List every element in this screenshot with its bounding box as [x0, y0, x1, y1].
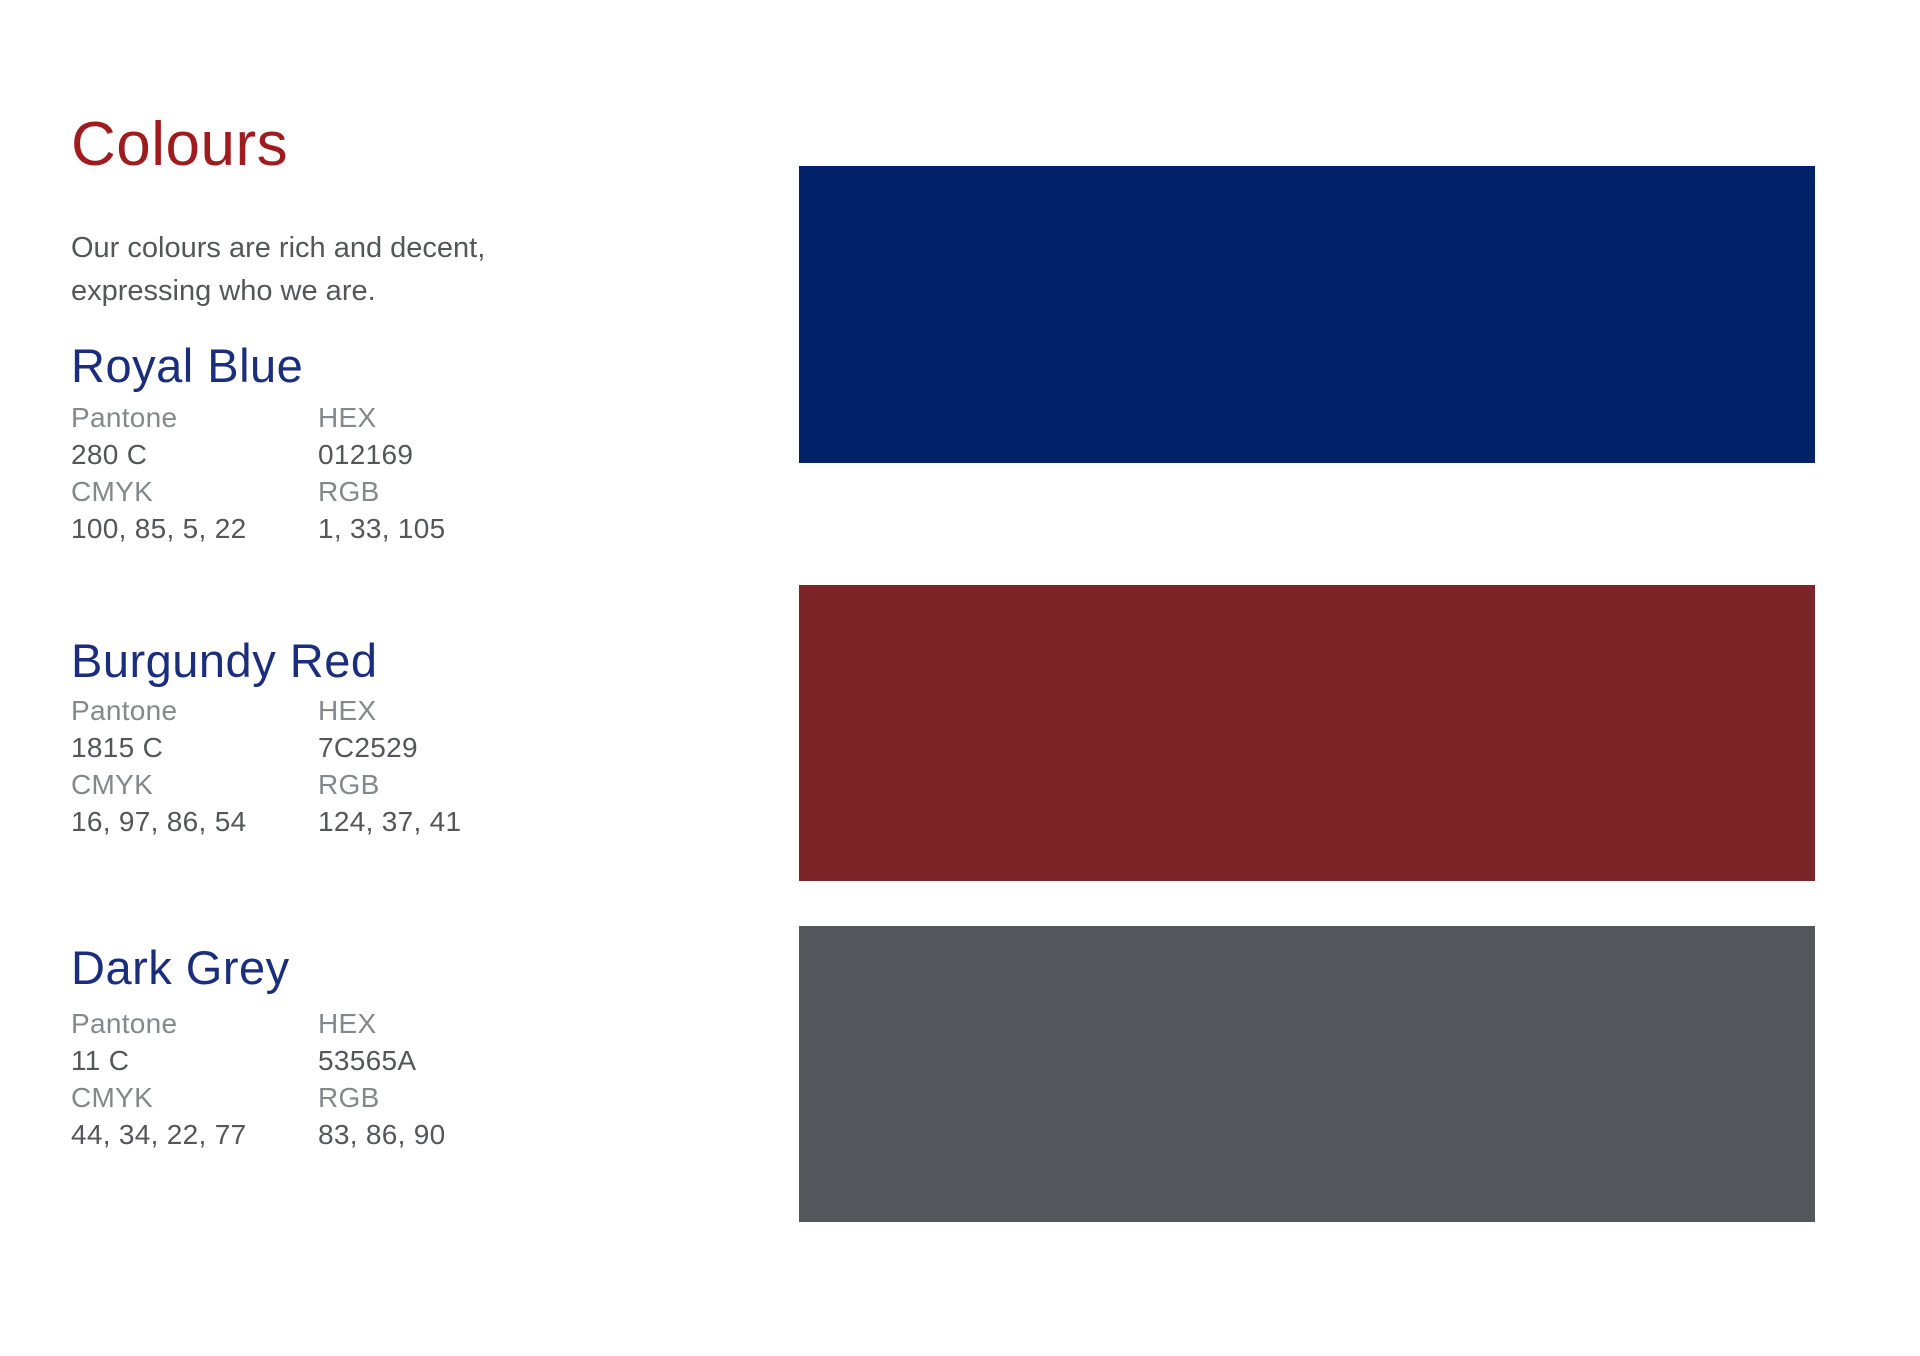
pantone-label: Pantone: [71, 695, 178, 726]
spec-column-print: Pantone 11 C CMYK 44, 34, 22, 77: [71, 1005, 318, 1153]
colour-name-burgundy-red: Burgundy Red: [71, 634, 378, 687]
rgb-label: RGB: [318, 476, 380, 507]
cmyk-label: CMYK: [71, 1082, 154, 1113]
rgb-value: 124, 37, 41: [318, 806, 462, 837]
hex-value: 53565A: [318, 1045, 417, 1076]
cmyk-value: 16, 97, 86, 54: [71, 806, 247, 837]
page-title: Colours: [71, 110, 289, 179]
pantone-label: Pantone: [71, 402, 178, 433]
hex-value: 7C2529: [318, 732, 418, 763]
colour-section-royal-blue: Royal Blue Pantone 280 C CMYK 100, 85, 5…: [71, 339, 671, 545]
spec-column-print: Pantone 1815 C CMYK 16, 97, 86, 54: [71, 692, 318, 840]
pantone-label: Pantone: [71, 1008, 178, 1039]
spec-column-print: Pantone 280 C CMYK 100, 85, 5, 22: [71, 399, 318, 547]
colour-name-dark-grey: Dark Grey: [71, 941, 290, 994]
cmyk-label: CMYK: [71, 476, 154, 507]
page-intro-line-1: Our colours are rich and decent,: [71, 232, 486, 264]
page-intro-line-2: expressing who we are.: [71, 275, 376, 307]
page-intro: Our colours are rich and decent, express…: [71, 227, 485, 313]
rgb-label: RGB: [318, 769, 380, 800]
colour-specs-dark-grey: Pantone 11 C CMYK 44, 34, 22, 77 HEX 535…: [71, 1005, 598, 1153]
colour-specs-burgundy-red: Pantone 1815 C CMYK 16, 97, 86, 54 HEX 7…: [71, 692, 598, 840]
cmyk-value: 100, 85, 5, 22: [71, 513, 247, 544]
pantone-value: 280 C: [71, 439, 148, 470]
hex-label: HEX: [318, 1008, 377, 1039]
royal-blue-swatch: [799, 166, 1815, 463]
hex-label: HEX: [318, 402, 377, 433]
colour-name-royal-blue: Royal Blue: [71, 339, 304, 392]
cmyk-value: 44, 34, 22, 77: [71, 1119, 247, 1150]
spec-column-digital: HEX 7C2529 RGB 124, 37, 41: [318, 692, 598, 840]
cmyk-label: CMYK: [71, 769, 154, 800]
colour-section-dark-grey: Dark Grey Pantone 11 C CMYK 44, 34, 22, …: [71, 941, 671, 1151]
spec-column-digital: HEX 53565A RGB 83, 86, 90: [318, 1005, 598, 1153]
pantone-value: 1815 C: [71, 732, 164, 763]
hex-label: HEX: [318, 695, 377, 726]
dark-grey-swatch: [799, 926, 1815, 1222]
rgb-value: 83, 86, 90: [318, 1119, 446, 1150]
spec-column-digital: HEX 012169 RGB 1, 33, 105: [318, 399, 598, 547]
colour-section-burgundy-red: Burgundy Red Pantone 1815 C CMYK 16, 97,…: [71, 634, 671, 838]
rgb-label: RGB: [318, 1082, 380, 1113]
burgundy-red-swatch: [799, 585, 1815, 881]
colour-specs-royal-blue: Pantone 280 C CMYK 100, 85, 5, 22 HEX 01…: [71, 399, 598, 547]
rgb-value: 1, 33, 105: [318, 513, 446, 544]
hex-value: 012169: [318, 439, 414, 470]
pantone-value: 11 C: [71, 1045, 130, 1076]
